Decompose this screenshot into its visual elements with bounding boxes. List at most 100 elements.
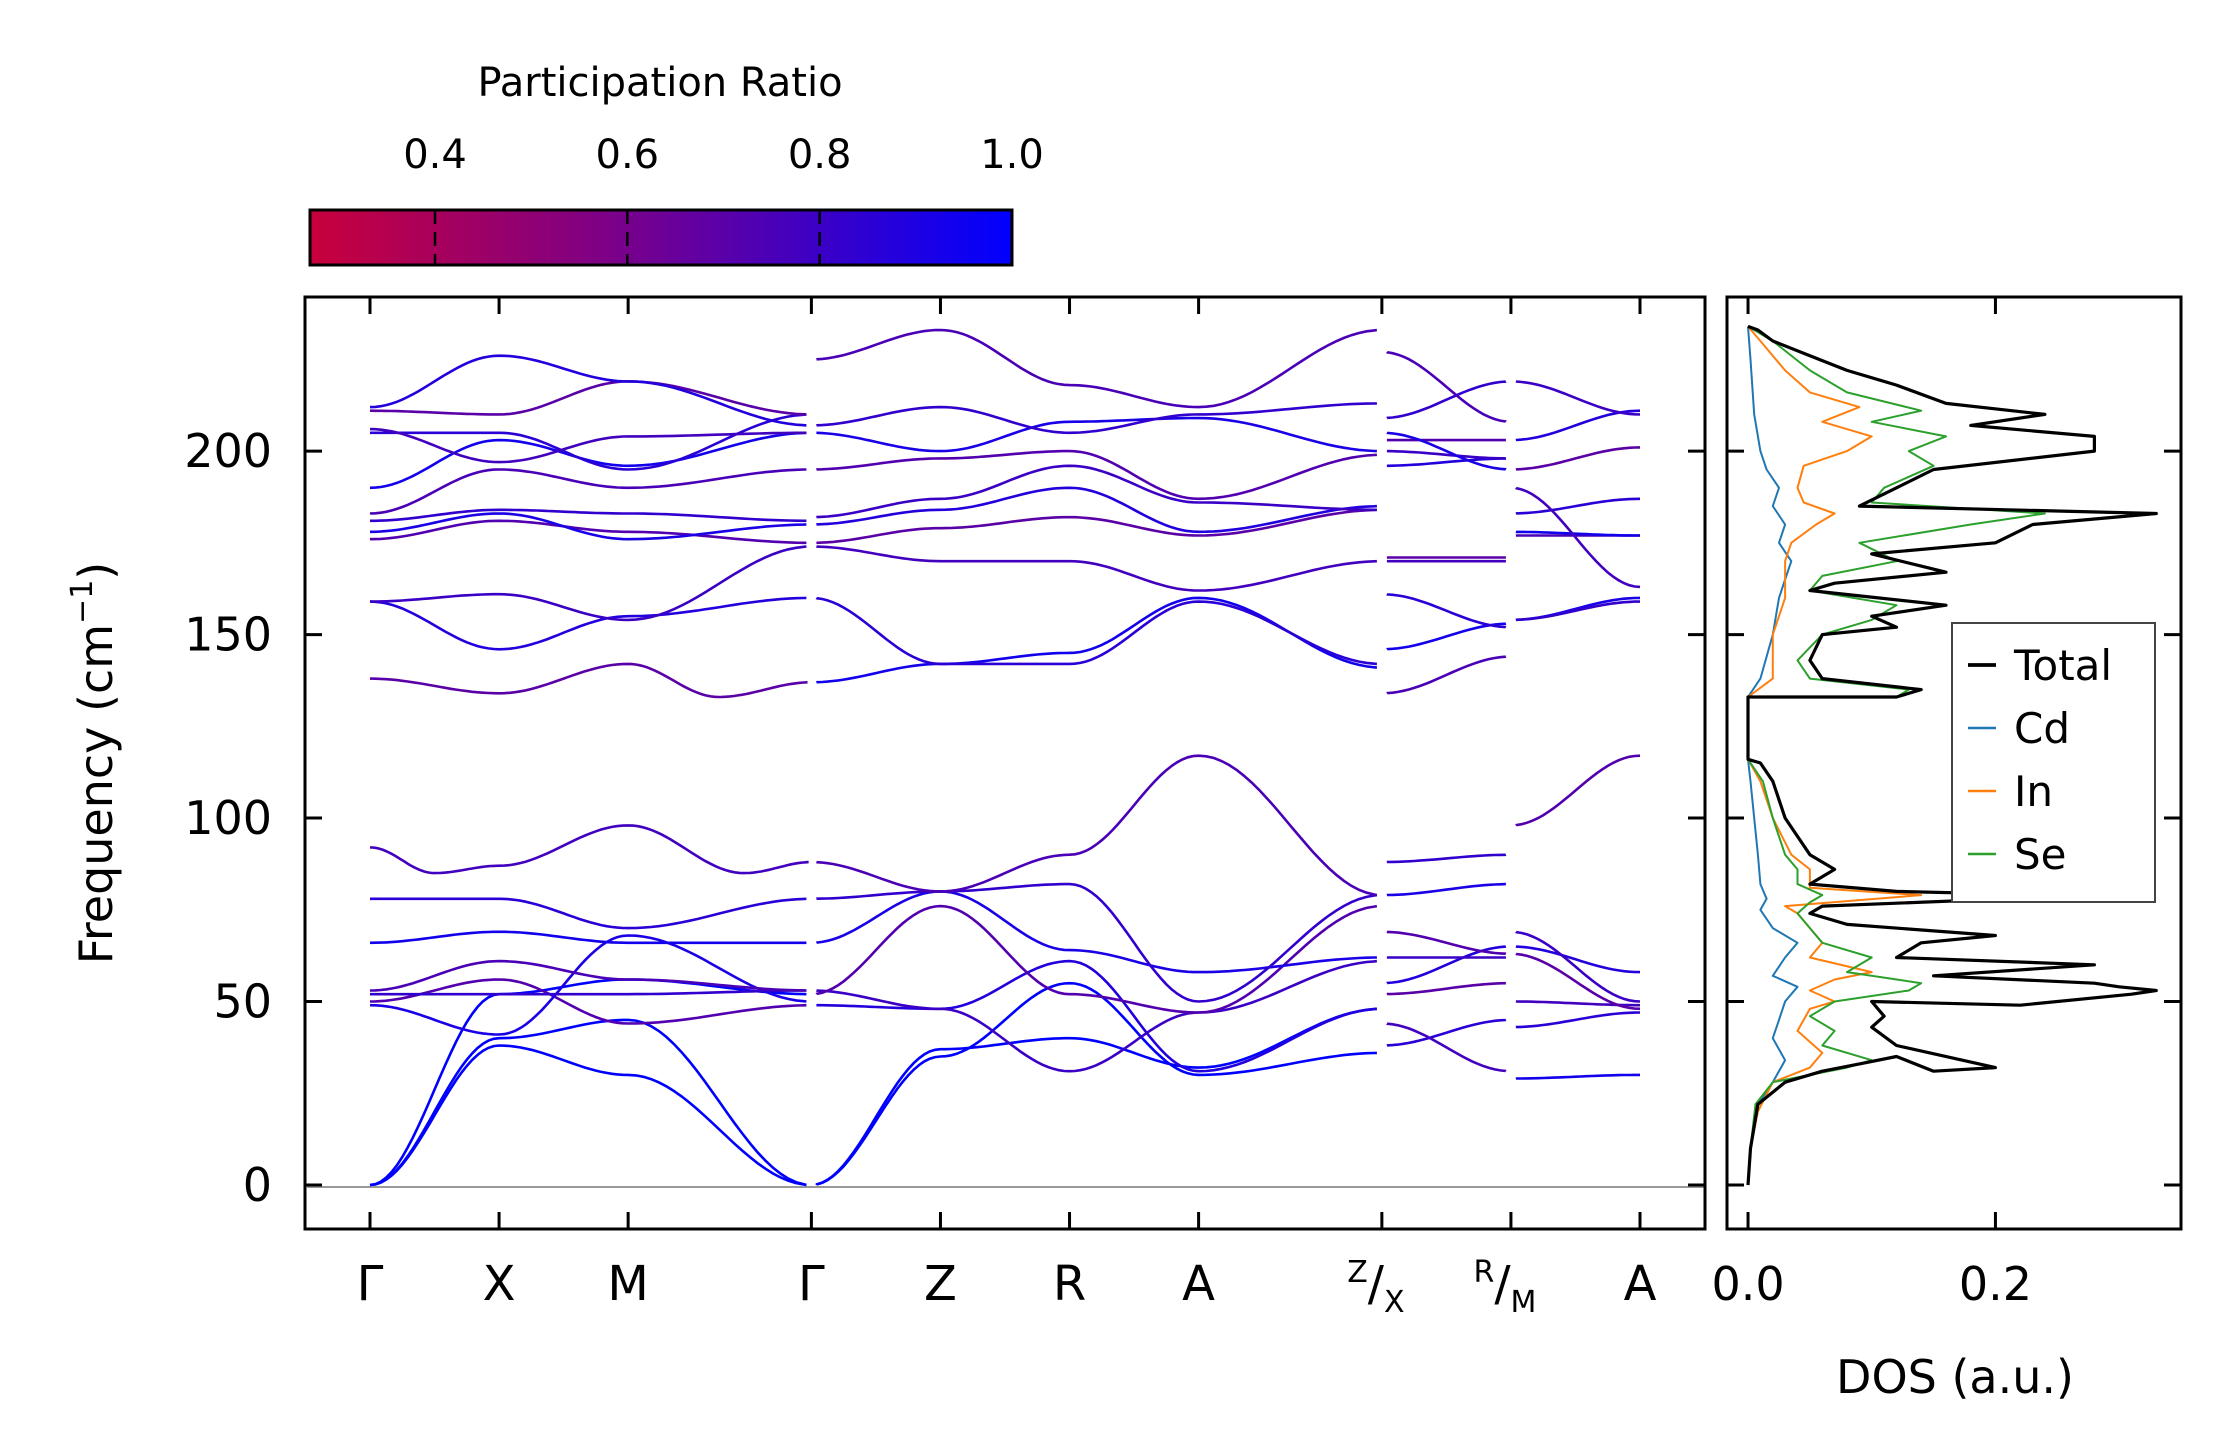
x-label-sep: / <box>1368 1256 1385 1312</box>
band-1-12 <box>816 486 1377 534</box>
band-3-5 <box>1515 930 1641 1003</box>
band-2-18 <box>1385 351 1507 423</box>
band-1-7 <box>816 754 1378 897</box>
band-3-3 <box>1515 952 1641 1011</box>
x-label-sep: / <box>1494 1256 1511 1312</box>
band-2-0 <box>1386 1018 1507 1047</box>
band-0-7 <box>369 930 807 945</box>
band-3-13 <box>1515 446 1641 471</box>
band-2-10 <box>1386 593 1507 629</box>
band-1-5 <box>815 890 1377 974</box>
band-1-17 <box>816 328 1378 409</box>
band-2-5 <box>1386 930 1507 956</box>
legend-items: Total Cd In Se <box>1968 641 2112 879</box>
colorbar: Participation Ratio 0.4 0.6 0.8 1.0 <box>308 60 1044 267</box>
band-1-2 <box>816 959 1378 1073</box>
band-0-13 <box>369 519 807 545</box>
dos-x-axis-label: DOS (a.u.) <box>1836 1350 2074 1404</box>
band-y-ticks: 0 50 100 150 200 <box>184 424 1705 1212</box>
dos-y-ticks <box>1727 449 2181 1187</box>
band-1-0 <box>815 981 1377 1186</box>
dos-panel: 0.0 0.2 DOS (a.u.) Total Cd In Se <box>1711 295 2183 1404</box>
colorbar-tick-label-0.6: 0.6 <box>596 132 660 178</box>
x-label-a2: A <box>1624 1256 1657 1312</box>
dos-x-tick-label-0.0: 0.0 <box>1711 1257 1784 1311</box>
band-2-2 <box>1386 981 1506 996</box>
band-0-19 <box>369 427 807 464</box>
band-0-6 <box>369 959 807 992</box>
band-3-1 <box>1515 1011 1641 1029</box>
band-2-3 <box>1386 945 1507 985</box>
band-3-0 <box>1515 1073 1640 1080</box>
ylabel-main: Frequency (cm <box>69 624 123 964</box>
band-0-15 <box>370 508 807 523</box>
colorbar-tick-label-0.4: 0.4 <box>403 132 467 178</box>
band-0-11 <box>369 596 807 651</box>
x-label-sub: M <box>1511 1285 1537 1320</box>
band-1-16 <box>816 402 1377 435</box>
band-0-5 <box>370 989 807 996</box>
band-2-17 <box>1386 380 1507 420</box>
band-0-18 <box>370 413 807 471</box>
x-label-zx: Z/X <box>1347 1255 1404 1320</box>
x-label-sub: X <box>1384 1285 1405 1320</box>
band-axes-frame <box>303 295 1707 1231</box>
band-1-13 <box>816 464 1377 519</box>
band-3-8 <box>1515 600 1640 622</box>
band-0-10 <box>369 662 808 699</box>
band-1-11 <box>816 508 1377 545</box>
band-3-15 <box>1515 380 1641 416</box>
band-2-7 <box>1386 853 1507 864</box>
legend-label-total: Total <box>2013 641 2112 690</box>
legend-label-in: In <box>2014 767 2053 816</box>
x-label-gamma2: Γ <box>798 1256 825 1312</box>
x-label-sup: Z <box>1347 1255 1368 1290</box>
x-label-r: R <box>1053 1256 1086 1312</box>
band-0-3 <box>369 978 807 1025</box>
x-label-x: X <box>483 1256 516 1312</box>
dos-axes-frame <box>1725 295 2183 1231</box>
band-3-4 <box>1515 945 1641 974</box>
band-3-6 <box>1515 754 1641 827</box>
colorbar-gradient <box>308 208 1014 267</box>
x-label-a1: A <box>1182 1256 1215 1312</box>
phonon-bands <box>369 328 1641 1187</box>
band-0-0 <box>369 1018 807 1187</box>
band-1-8 <box>816 596 1378 684</box>
dos-series-cd <box>1747 326 1799 1186</box>
legend-label-cd: Cd <box>2014 704 2070 753</box>
band-0-16 <box>369 468 807 515</box>
x-label-z: Z <box>924 1256 957 1312</box>
band-3-12 <box>1514 486 1641 589</box>
dos-series-total <box>1746 324 2158 1186</box>
colorbar-tick-label-0.8: 0.8 <box>788 132 852 178</box>
dos-x-tick-label-0.2: 0.2 <box>1959 1257 2032 1311</box>
ylabel-close: ) <box>69 562 123 580</box>
band-1-1 <box>815 1007 1378 1186</box>
band-0-20 <box>369 380 807 416</box>
band-y-axis-label: Frequency (cm−1) <box>65 562 123 965</box>
band-2-14 <box>1386 449 1506 460</box>
band-0-4 <box>369 934 807 1036</box>
dos-series-in <box>1747 325 1923 1186</box>
x-label-rm: R/M <box>1473 1255 1536 1320</box>
dos-x-ticks: 0.0 0.2 <box>1711 297 2032 1311</box>
band-2-8 <box>1386 655 1507 695</box>
band-3-10 <box>1515 530 1640 537</box>
band-2-6 <box>1386 882 1506 897</box>
band-3-14 <box>1515 409 1641 442</box>
y-tick-label-0: 0 <box>243 1158 272 1212</box>
band-1-6 <box>816 882 1378 1003</box>
dos-legend: Total Cd In Se <box>1951 622 2156 903</box>
band-2-1 <box>1386 1022 1507 1073</box>
band-1-9 <box>815 596 1377 666</box>
band-2-9 <box>1386 622 1507 651</box>
colorbar-tick-label-1.0: 1.0 <box>980 132 1044 178</box>
band-0-12 <box>369 545 807 622</box>
band-1-10 <box>816 545 1377 592</box>
band-2-16 <box>1386 431 1507 471</box>
y-tick-label-200: 200 <box>184 424 272 478</box>
band-0-21 <box>369 354 807 427</box>
